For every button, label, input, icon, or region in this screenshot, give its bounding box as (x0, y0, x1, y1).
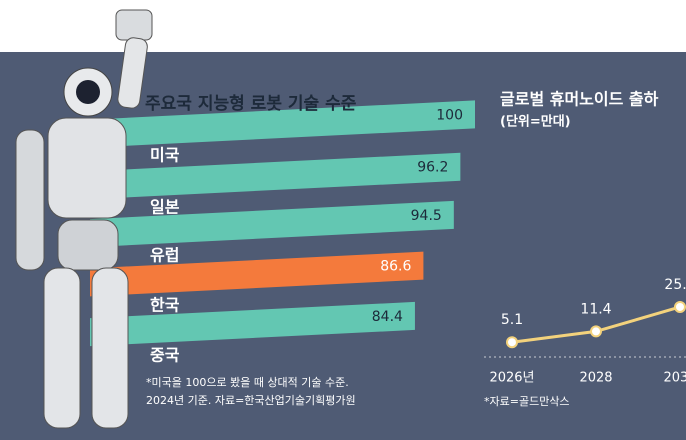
bar-chart-title: 주요국 지능형 로봇 기술 수준 (145, 93, 357, 114)
category-label: 미국 (150, 146, 180, 165)
robot-hip (57, 219, 119, 271)
line-chart-title: 글로벌 휴머노이드 출하 (500, 90, 659, 109)
bar (90, 301, 415, 347)
robot-leg (43, 267, 81, 429)
x-tick-label: 2026년 (489, 371, 534, 386)
value-label: 100 (436, 107, 463, 123)
category-label: 한국 (150, 296, 180, 315)
robot-hand (115, 9, 153, 41)
value-label: 86.6 (380, 259, 411, 275)
note: *자료=골드만삭스 (484, 395, 570, 408)
line-chart: 5.1 2026년 11.4 2028 25.6 2030 (484, 277, 686, 386)
robot (15, 9, 153, 429)
value-label: 5.1 (501, 312, 523, 328)
note: 2024년 기준. 자료=한국산업기술기획평가원 (146, 394, 356, 407)
point (506, 336, 518, 349)
x-tick-label: 2030 (663, 371, 686, 386)
category-label: 중국 (150, 346, 180, 365)
category-label: 유럽 (150, 246, 179, 265)
robot-face (76, 80, 100, 104)
bar (90, 100, 475, 148)
robot-torso (47, 117, 127, 219)
note: *미국을 100으로 봤을 때 상대적 기술 수준. (146, 376, 349, 389)
point (674, 300, 686, 313)
value-label: 84.4 (372, 309, 403, 325)
robot-arm (15, 129, 45, 271)
bar (90, 152, 461, 200)
x-tick-label: 2028 (579, 371, 612, 386)
line-chart-subtitle: (단위=만대) (500, 114, 571, 130)
value-label: 96.2 (417, 160, 448, 176)
robot-leg (91, 267, 129, 429)
bar-chart: 100 96.2 94.5 86.6 84.4 (90, 100, 475, 347)
value-label: 94.5 (411, 208, 442, 224)
bar (90, 200, 454, 248)
category-label: 일본 (150, 198, 180, 217)
bar (90, 251, 424, 297)
point (590, 325, 602, 338)
robot-arm (117, 37, 148, 109)
value-label: 25.6 (664, 277, 686, 293)
value-label: 11.4 (580, 301, 611, 317)
